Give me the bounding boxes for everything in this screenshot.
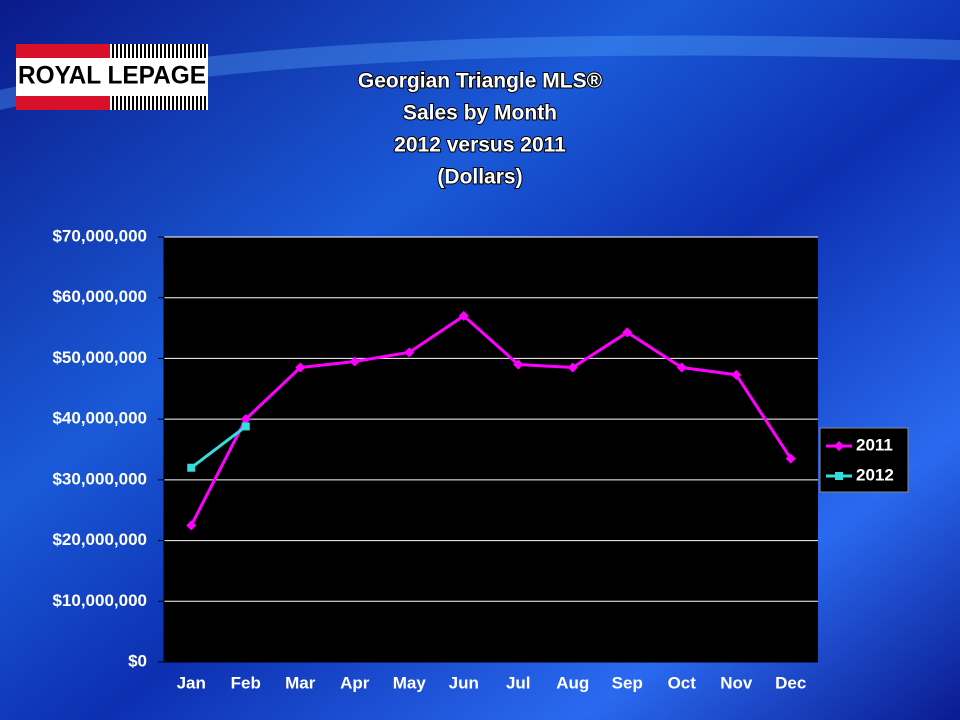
marker bbox=[349, 356, 360, 367]
marker bbox=[241, 422, 250, 431]
marker bbox=[186, 520, 197, 531]
marker bbox=[295, 362, 306, 373]
marker bbox=[404, 347, 415, 358]
marker bbox=[622, 327, 633, 338]
x-tick-label: Aug bbox=[556, 673, 589, 692]
x-tick-label: Mar bbox=[285, 673, 316, 692]
y-tick-label: $50,000,000 bbox=[52, 348, 147, 367]
marker bbox=[731, 369, 742, 380]
chart-title: Sales by Month bbox=[403, 102, 557, 125]
x-tick-label: Dec bbox=[775, 673, 806, 692]
legend-label: 2012 bbox=[856, 465, 894, 484]
chart-title: (Dollars) bbox=[437, 166, 522, 189]
legend-marker bbox=[834, 441, 844, 451]
marker bbox=[458, 310, 469, 321]
marker bbox=[785, 453, 796, 464]
y-tick-label: $60,000,000 bbox=[52, 287, 147, 306]
marker bbox=[240, 414, 251, 425]
plot-area bbox=[164, 237, 818, 662]
chart-title: Georgian Triangle MLS® bbox=[358, 70, 603, 93]
logo: ROYAL LEPAGE bbox=[16, 44, 208, 110]
x-tick-label: May bbox=[393, 673, 427, 692]
swoosh bbox=[0, 35, 960, 110]
x-tick-label: Oct bbox=[668, 673, 697, 692]
series-line bbox=[189, 314, 793, 527]
marker bbox=[676, 362, 687, 373]
y-tick-label: $0 bbox=[128, 651, 147, 670]
marker bbox=[513, 359, 524, 370]
y-tick-label: $20,000,000 bbox=[52, 530, 147, 549]
x-tick-label: Jan bbox=[177, 673, 206, 692]
x-tick-label: Sep bbox=[612, 673, 643, 692]
legend: 2011 2012 bbox=[819, 427, 909, 493]
y-tick-label: $10,000,000 bbox=[52, 591, 147, 610]
legend-box bbox=[819, 427, 909, 493]
x-tick-label: Apr bbox=[340, 673, 370, 692]
x-tick-label: Jul bbox=[506, 673, 531, 692]
marker bbox=[187, 463, 196, 472]
chart-title: 2012 versus 2011 bbox=[394, 134, 566, 157]
x-tick-label: Jun bbox=[449, 673, 479, 692]
y-tick-label: $70,000,000 bbox=[52, 226, 147, 245]
legend-marker bbox=[835, 472, 843, 480]
y-tick-label: $30,000,000 bbox=[52, 469, 147, 488]
logo-text: ROYAL LEPAGE bbox=[18, 62, 206, 90]
legend-label: 2011 bbox=[856, 435, 893, 454]
marker bbox=[567, 362, 578, 373]
y-tick-label: $40,000,000 bbox=[52, 409, 147, 428]
x-tick-label: Feb bbox=[231, 673, 261, 692]
series-line bbox=[190, 425, 247, 469]
x-tick-label: Nov bbox=[720, 673, 753, 692]
